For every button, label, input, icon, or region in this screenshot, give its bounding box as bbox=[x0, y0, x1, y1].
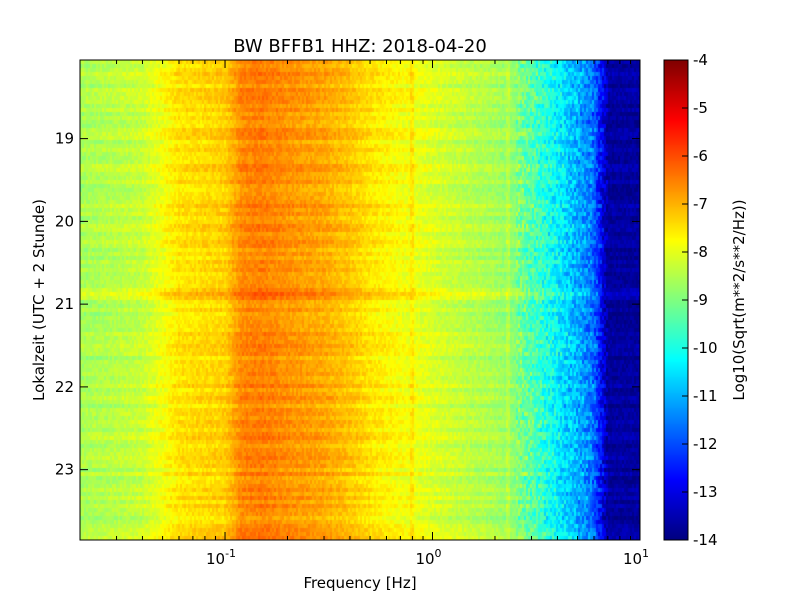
colorbar-tick-label: -7 bbox=[693, 195, 708, 213]
chart-title: BW BFFB1 HHZ: 2018-04-20 bbox=[233, 36, 487, 57]
spectrogram-heatmap bbox=[80, 60, 640, 540]
y-axis: 19 20 21 22 23 bbox=[55, 130, 640, 479]
colorbar-tick-label: -13 bbox=[693, 483, 718, 501]
y-tick-label: 22 bbox=[55, 378, 74, 396]
y-tick-label: 20 bbox=[55, 212, 74, 230]
colorbar-tick-label: -11 bbox=[693, 387, 718, 405]
plot-frame bbox=[79, 59, 641, 541]
colorbar-tick-label: -12 bbox=[693, 435, 718, 453]
heatmap-cells bbox=[80, 60, 640, 540]
colorbar-label: Log10(Sqrt(m**2/s**2/Hz)) bbox=[730, 199, 748, 400]
colorbar-tick-label: -10 bbox=[693, 339, 718, 357]
colorbar-tick-label: -8 bbox=[693, 243, 708, 261]
colorbar-ticks: -4 -5 -6 -7 -8 -9 -10 -11 -12 -13 -14 bbox=[682, 51, 718, 549]
x-tick-label: 100 bbox=[415, 547, 441, 568]
colorbar-tick-label: -4 bbox=[693, 51, 708, 69]
y-axis-label: Lokalzeit (UTC + 2 Stunde) bbox=[30, 199, 48, 401]
y-tick-label: 21 bbox=[55, 295, 74, 313]
x-axis-label: Frequency [Hz] bbox=[303, 574, 416, 592]
colorbar-tick-label: -6 bbox=[693, 147, 708, 165]
colorbar-tick-label: -14 bbox=[693, 531, 718, 549]
y-tick-label: 23 bbox=[55, 461, 74, 479]
colorbar-tick-label: -5 bbox=[693, 99, 708, 117]
colorbar-tick-label: -9 bbox=[693, 291, 708, 309]
x-tick-label: 101 bbox=[623, 547, 649, 568]
y-tick-label: 19 bbox=[55, 130, 74, 148]
x-tick-label: 10-1 bbox=[206, 547, 236, 568]
